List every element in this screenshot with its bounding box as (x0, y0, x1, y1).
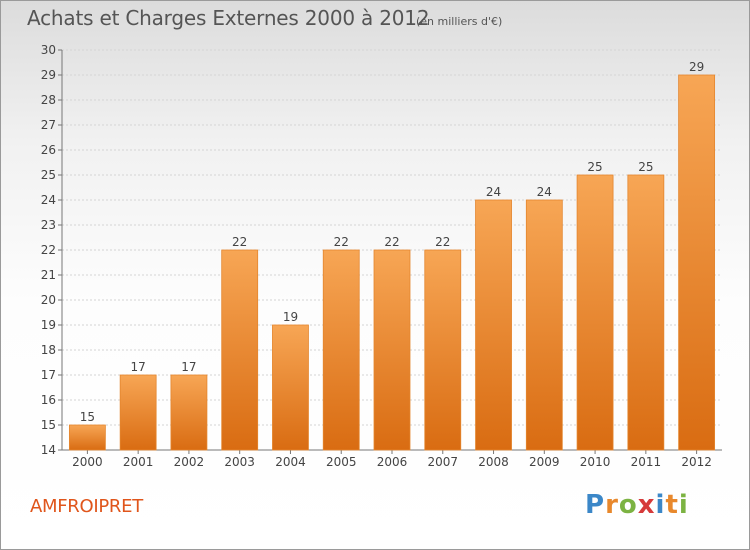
x-tick-label: 2008 (478, 455, 509, 469)
bar-value-label: 22 (435, 235, 450, 249)
bar-value-label: 22 (334, 235, 349, 249)
y-tick-label: 14 (41, 443, 56, 457)
bar-2000 (68, 424, 106, 451)
y-tick-label: 27 (41, 118, 56, 132)
bar-2010 (576, 174, 614, 451)
bar-2006 (373, 249, 411, 451)
bar-2008 (475, 199, 512, 451)
bar-2003 (221, 249, 259, 451)
y-tick-label: 26 (41, 143, 56, 157)
bar-2007 (424, 249, 462, 451)
x-tick-label: 2000 (72, 455, 103, 469)
chart-unit: (en milliers d'€) (416, 15, 503, 28)
y-tick-label: 30 (41, 43, 56, 57)
y-tick-label: 23 (41, 218, 56, 232)
y-tick-label: 22 (41, 243, 56, 257)
y-tick-label: 20 (41, 293, 56, 307)
x-tick-label: 2004 (275, 455, 306, 469)
y-tick-label: 16 (41, 393, 56, 407)
y-tick-label: 29 (41, 68, 56, 82)
bar-value-label: 24 (486, 185, 501, 199)
bar-value-label: 15 (80, 410, 95, 424)
labels: 15 17 17 22 19 22 22 22 24 24 25 25 29 (80, 60, 705, 424)
bar-value-label: 19 (283, 310, 298, 324)
x-tick-label: 2001 (123, 455, 154, 469)
bars (68, 74, 716, 451)
x-tick-label: 2007 (427, 455, 458, 469)
bar-2002 (170, 374, 208, 451)
bar-2005 (322, 249, 360, 451)
x-tick-label: 2006 (377, 455, 408, 469)
bar-value-label: 25 (638, 160, 653, 174)
y-tick-label: 25 (41, 168, 56, 182)
bar-2012 (678, 74, 716, 451)
bar-value-label: 24 (537, 185, 552, 199)
x-tick-label: 2002 (174, 455, 205, 469)
commune-name: AMFROIPRET (30, 496, 143, 517)
x-tick-label: 2012 (681, 455, 712, 469)
bar-value-label: 17 (181, 360, 196, 374)
bar-2004 (272, 324, 309, 451)
bar-value-label: 25 (587, 160, 602, 174)
bar-value-label: 22 (232, 235, 247, 249)
bar-value-label: 17 (131, 360, 146, 374)
y-tick-label: 15 (41, 418, 56, 432)
y-tick-label: 19 (41, 318, 56, 332)
x-tick-label: 2003 (224, 455, 255, 469)
y-tick-label: 24 (41, 193, 56, 207)
bar-value-label: 22 (384, 235, 399, 249)
y-tick-label: 28 (41, 93, 56, 107)
chart-title: Achats et Charges Externes 2000 à 2012 (27, 6, 430, 30)
x-tick-label: 2009 (529, 455, 560, 469)
bar-2001 (119, 374, 157, 451)
y-tick-label: 21 (41, 268, 56, 282)
bar-2009 (525, 199, 563, 451)
y-tick-label: 17 (41, 368, 56, 382)
bar-value-label: 29 (689, 60, 704, 74)
bar-2011 (627, 174, 665, 451)
x-tick-label: 2005 (326, 455, 357, 469)
proxiti-logo: Proxiti (585, 490, 689, 520)
y-tick-label: 18 (41, 343, 56, 357)
x-tick-label: 2011 (631, 455, 662, 469)
x-tick-label: 2010 (580, 455, 611, 469)
